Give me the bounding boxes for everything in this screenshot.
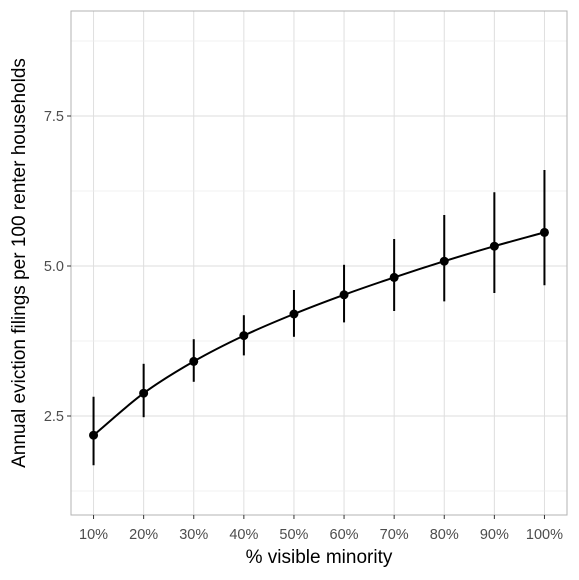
x-tick-label: 80% [430, 527, 459, 543]
data-point [539, 227, 549, 237]
data-point [189, 356, 199, 366]
y-tick-label: 7.5 [44, 109, 64, 125]
x-tick-label: 90% [480, 527, 509, 543]
tick-labels: 10% 20% 30% 40% 50% 60% 70% 80% 90% 100% 2.5 5.0 7.5 [44, 109, 563, 543]
y-tick-label: 2.5 [44, 409, 64, 425]
panel-border [70, 10, 568, 516]
data-point [439, 256, 449, 266]
y-tick-label: 5.0 [44, 259, 64, 275]
x-axis-title: % visible minority [246, 547, 393, 568]
x-tick-label: 30% [179, 527, 208, 543]
ticks [67, 115, 545, 519]
y-axis-title: Annual eviction filings per 100 renter h… [9, 58, 30, 468]
error-bars [92, 170, 546, 466]
data-point [139, 388, 149, 398]
x-tick-label: 10% [79, 527, 108, 543]
data-point [289, 309, 299, 319]
grid [71, 11, 567, 515]
data-point [239, 331, 249, 341]
x-tick-label: 70% [380, 527, 409, 543]
data-point [489, 241, 499, 251]
data-point [389, 272, 399, 282]
data-point [339, 290, 349, 300]
x-tick-label: 60% [330, 527, 359, 543]
x-tick-label: 20% [129, 527, 158, 543]
trend-line [92, 231, 545, 436]
x-tick-label: 50% [279, 527, 308, 543]
data-point [89, 430, 99, 440]
x-tick-label: 100% [526, 527, 563, 543]
x-tick-label: 40% [229, 527, 258, 543]
points [89, 227, 549, 440]
